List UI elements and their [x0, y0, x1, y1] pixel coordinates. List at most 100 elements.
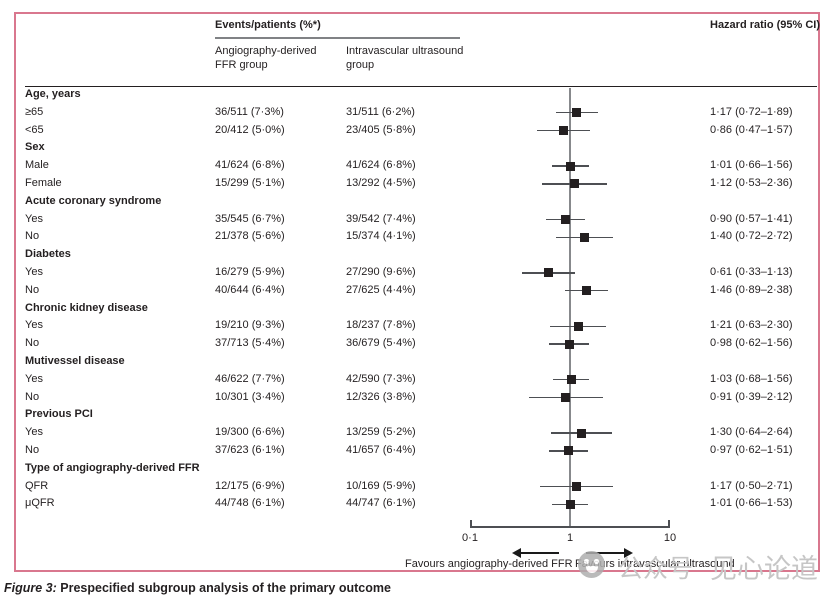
hr-point-marker — [572, 482, 582, 491]
table-row: Yes 16/279 (5·9%) 27/290 (9·6%) 0·61 (0·33–… — [0, 264, 834, 282]
watermark-text-right: 见心论道 — [710, 554, 818, 584]
x-axis-tick-10: 10 — [663, 532, 677, 544]
x-axis-left-cap — [470, 519, 472, 528]
arrow-left-icon — [512, 547, 559, 558]
wechat-icon-mouth — [585, 566, 598, 573]
wechat-icon — [578, 551, 605, 578]
group-row: Type of angiography-derived FFR — [0, 460, 834, 478]
subgroup-label: Yes — [25, 319, 43, 332]
subgroup-label: <65 — [25, 123, 44, 136]
wechat-icon-eye — [584, 559, 589, 564]
hazard-ratio-cell: 1·01 (0·66–1·56) — [710, 159, 793, 172]
group-row: Previous PCI — [0, 406, 834, 424]
ffr-events-cell: 46/622 (7·7%) — [215, 372, 285, 385]
hr-point-marker — [570, 179, 580, 189]
ivus-events-cell: 12/326 (3·8%) — [346, 390, 416, 403]
hr-point-marker — [565, 499, 575, 509]
hr-point-marker — [580, 232, 590, 242]
ffr-group-header-line1: Angiography-derived — [215, 45, 317, 57]
subgroup-label: Female — [25, 177, 62, 189]
favours-right-label: Favours intravascular ultrasound — [575, 558, 735, 570]
group-row: Sex — [0, 139, 834, 157]
ivus-group-column-header: Intravascular ultrasound group — [346, 45, 478, 72]
table-row: μQFR 44/748 (6·1%) 44/747 (6·1%) 1·01 (0·66… — [0, 495, 834, 513]
ffr-events-cell: 16/279 (5·9%) — [215, 266, 285, 278]
hazard-ratio-cell: 1·40 (0·72–2·72) — [710, 230, 793, 243]
table-row: Female 15/299 (5·1%) 13/292 (4·5%) 1·12 (0·… — [0, 175, 834, 193]
hazard-ratio-cell: 1·17 (0·50–2·71) — [710, 479, 793, 492]
subgroup-label: Chronic kidney disease — [25, 301, 148, 314]
hr-point-marker — [561, 393, 571, 402]
subgroup-label: No — [25, 283, 40, 296]
header-separator-rule — [25, 85, 817, 87]
ivus-events-cell: 41/657 (6·4%) — [346, 444, 416, 456]
group-row: Mutivessel disease — [0, 353, 834, 371]
ivus-events-cell: 36/679 (5·4%) — [346, 337, 416, 350]
ffr-events-cell: 19/210 (9·3%) — [215, 319, 285, 332]
x-axis-tick-0-1: 0·1 — [462, 532, 478, 544]
ivus-events-cell: 15/374 (4·1%) — [346, 230, 416, 243]
watermark: 公众号 见心论道 — [576, 546, 826, 584]
ivus-events-cell: 39/542 (7·4%) — [346, 212, 416, 225]
ffr-events-cell: 35/545 (6·7%) — [215, 212, 285, 225]
subgroup-label: Diabetes — [25, 248, 71, 261]
ffr-events-cell: 12/175 (6·9%) — [215, 479, 285, 492]
subgroup-label: ≥65 — [25, 105, 44, 118]
ivus-events-cell: 41/624 (6·8%) — [346, 159, 416, 172]
subgroup-label: Type of angiography-derived FFR — [25, 461, 200, 474]
hr-point-marker — [573, 321, 583, 331]
subgroup-label: No — [25, 390, 40, 403]
hr-point-marker — [564, 446, 574, 456]
figure-panel — [14, 12, 820, 572]
table-row: ≥65 36/511 (7·3%) 31/511 (6·2%) 1·17 (0·72–… — [0, 104, 834, 122]
hazard-ratio-cell: 1·01 (0·66–1·53) — [710, 497, 793, 510]
subgroup-label: Male — [25, 159, 49, 172]
hr-point-marker — [565, 161, 575, 171]
subgroup-label: No — [25, 337, 40, 350]
ffr-events-cell: 37/713 (5·4%) — [215, 337, 285, 350]
ivus-events-cell: 27/290 (9·6%) — [346, 266, 416, 278]
watermark-text-left: 公众号 — [618, 555, 694, 583]
ffr-events-cell: 10/301 (3·4%) — [215, 390, 285, 403]
subgroup-label: Yes — [25, 372, 43, 385]
ivus-events-cell: 44/747 (6·1%) — [346, 497, 416, 510]
ffr-events-cell: 37/623 (6·1%) — [215, 444, 285, 456]
hazard-ratio-cell: 0·61 (0·33–1·13) — [710, 266, 793, 278]
table-row: <65 20/412 (5·0%) 23/405 (5·8%) 0·86 (0·47–… — [0, 122, 834, 140]
hazard-ratio-header: Hazard ratio (95% CI) — [710, 19, 821, 31]
hr-point-marker — [560, 215, 570, 224]
subgroup-label: Age, years — [25, 88, 81, 100]
wechat-icon-eye — [594, 559, 599, 564]
subgroup-label: No — [25, 230, 40, 243]
subgroup-label: Yes — [25, 212, 43, 225]
ffr-group-column-header: Angiography-derived FFR group — [215, 45, 347, 72]
ivus-events-cell: 18/237 (7·8%) — [346, 319, 416, 332]
group-row: Age, years — [0, 86, 834, 104]
arrow-right-icon — [586, 547, 633, 558]
ffr-events-cell: 40/644 (6·4%) — [215, 283, 285, 296]
ffr-events-cell: 21/378 (5·6%) — [215, 230, 285, 243]
table-row: No 37/713 (5·4%) 36/679 (5·4%) 0·98 (0·62–1… — [0, 335, 834, 353]
table-row: Yes 19/300 (6·6%) 13/259 (5·2%) 1·30 (0·64–… — [0, 424, 834, 442]
hazard-ratio-cell: 1·46 (0·89–2·38) — [710, 283, 793, 296]
subgroup-label: Acute coronary syndrome — [25, 194, 162, 207]
group-row: Chronic kidney disease — [0, 300, 834, 318]
ffr-events-cell: 41/624 (6·8%) — [215, 159, 285, 172]
hr-point-marker — [564, 339, 574, 349]
figure-caption-text: Prespecified subgroup analysis of the pr… — [56, 581, 391, 595]
table-row: No 37/623 (6·1%) 41/657 (6·4%) 0·97 (0·62–1… — [0, 442, 834, 460]
ivus-events-cell: 13/292 (4·5%) — [346, 177, 416, 189]
ivus-group-header-line1: Intravascular ultrasound — [346, 45, 464, 57]
figure-caption-label: Figure 3: — [4, 581, 57, 595]
table-row: Yes 35/545 (6·7%) 39/542 (7·4%) 0·90 (0·57–… — [0, 211, 834, 229]
hazard-ratio-cell: 1·12 (0·53–2·36) — [710, 177, 793, 189]
x-axis-right-cap — [668, 519, 670, 528]
ivus-events-cell: 10/169 (5·9%) — [346, 479, 416, 492]
group-row: Diabetes — [0, 246, 834, 264]
hr-point-marker — [576, 428, 586, 438]
table-row: No 10/301 (3·4%) 12/326 (3·8%) 0·91 (0·39–2… — [0, 389, 834, 407]
hazard-ratio-cell: 1·30 (0·64–2·64) — [710, 426, 793, 439]
table-row: No 21/378 (5·6%) 15/374 (4·1%) 1·40 (0·72–2… — [0, 228, 834, 246]
events-patients-header: Events/patients (%*) — [215, 19, 321, 31]
